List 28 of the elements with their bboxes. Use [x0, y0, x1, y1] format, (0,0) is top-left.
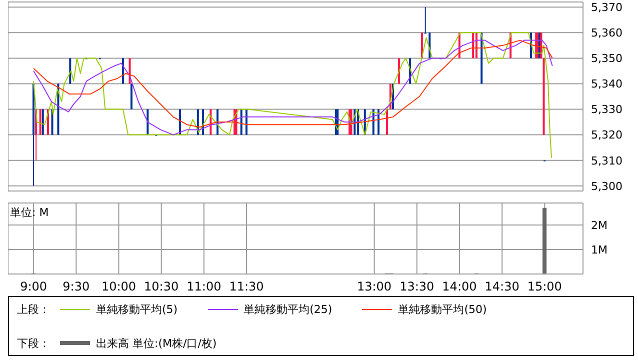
- x-tick-label: 14:30: [484, 280, 520, 294]
- y-tick-label: 1M: [591, 243, 608, 256]
- legend-label: 単純移動平均(50): [398, 302, 487, 316]
- y-tick-label: 5,310: [591, 154, 622, 168]
- legend-label: 単純移動平均(25): [244, 302, 332, 316]
- x-tick-label: 13:30: [400, 280, 434, 294]
- x-tick-label: 14:00: [442, 280, 477, 294]
- y-tick-label: 5,340: [591, 78, 622, 91]
- y-tick-label: 5,320: [591, 128, 622, 142]
- y-tick-label: 5,350: [591, 52, 622, 66]
- x-tick-label: 11:30: [229, 280, 264, 294]
- y-tick-label: 2M: [591, 218, 608, 232]
- legend-label: 出来高 単位:(M株/口/枚): [96, 336, 217, 350]
- annotation: 単位: M: [10, 205, 49, 220]
- x-tick-label: 9:00: [20, 280, 48, 294]
- legend-title: 下段：: [17, 336, 50, 350]
- x-tick-label: 15:00: [527, 280, 562, 294]
- x-tick-label: 13:00: [357, 280, 392, 294]
- y-tick-label: 5,360: [591, 26, 622, 40]
- legend-label: 単純移動平均(5): [96, 302, 178, 316]
- x-tick-label: 10:30: [144, 280, 179, 294]
- x-tick-label: 10:00: [101, 280, 136, 294]
- y-tick-label: 5,330: [591, 103, 622, 116]
- x-tick-label: 11:00: [186, 280, 222, 294]
- y-tick-label: 5,370: [591, 1, 622, 14]
- x-tick-label: 9:30: [62, 280, 90, 294]
- y-tick-label: 5,300: [591, 180, 622, 193]
- legend-title: 上段：: [17, 302, 50, 316]
